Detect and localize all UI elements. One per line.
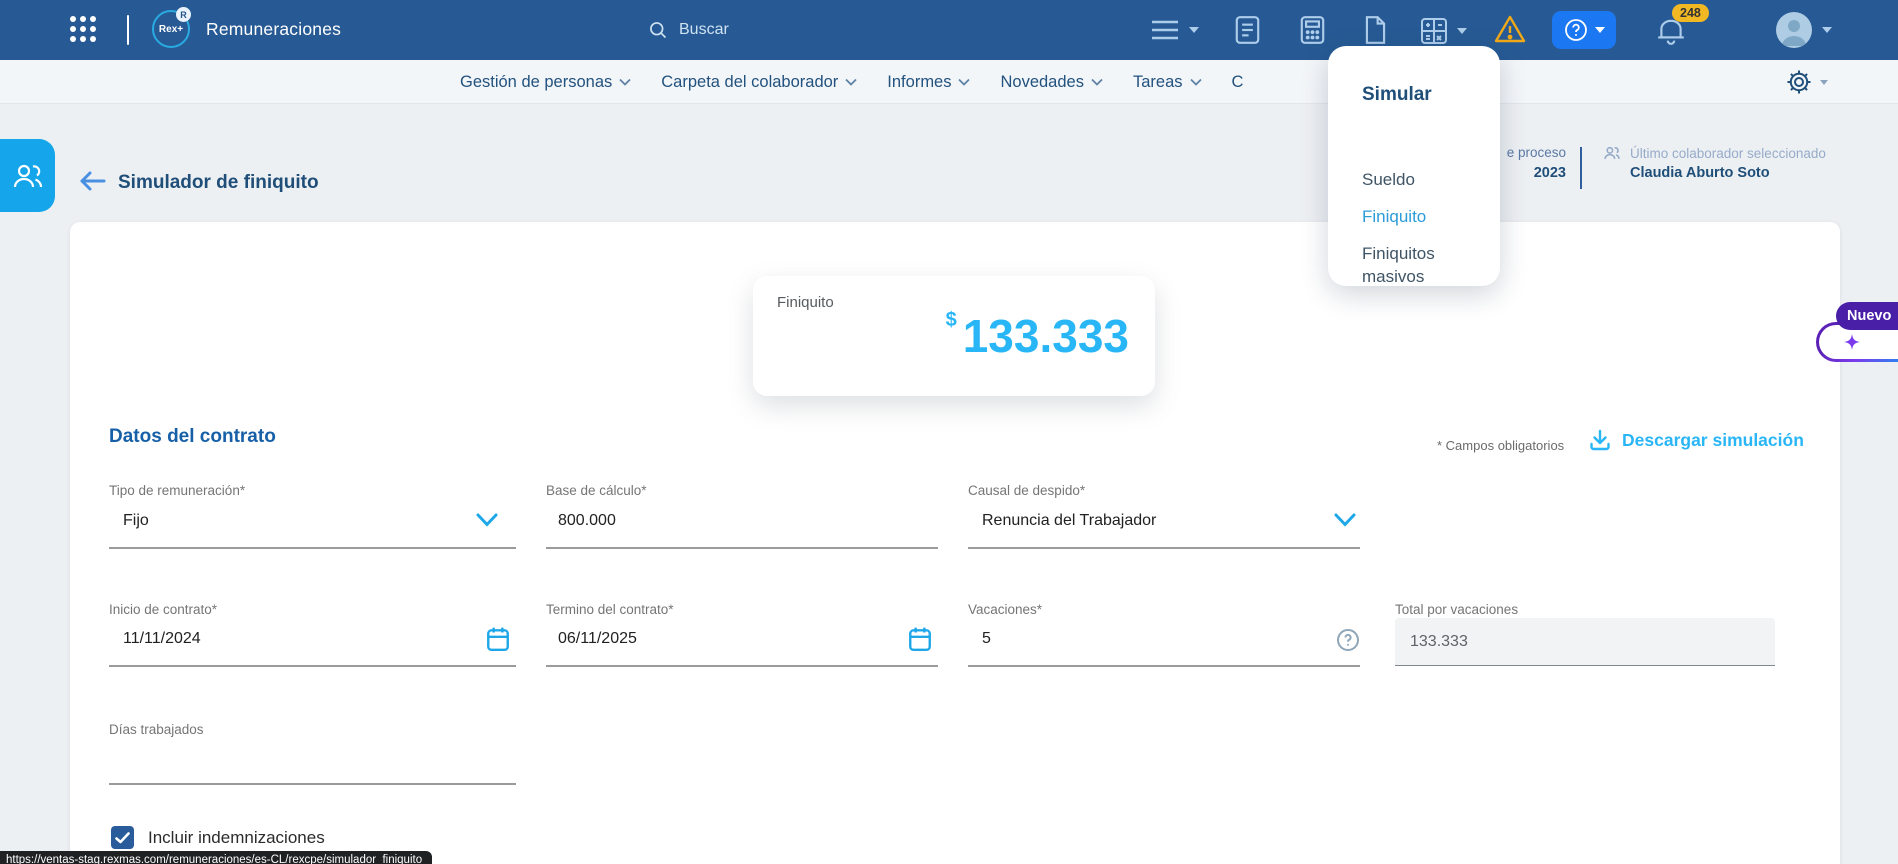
- tipo-remuneracion-select[interactable]: [123, 512, 453, 530]
- dias-trabajados-input[interactable]: [123, 748, 503, 766]
- chevron-down-icon: [1595, 27, 1605, 33]
- inicio-contrato-input[interactable]: [123, 630, 453, 648]
- total-vacaciones-label: Total por vacaciones: [1395, 602, 1518, 617]
- logo-text: Rex+: [159, 24, 183, 35]
- field-underline: [968, 665, 1360, 667]
- notification-count-badge: 248: [1672, 4, 1709, 22]
- vacaciones-label: Vacaciones*: [968, 602, 1042, 617]
- calculator-icon[interactable]: [1299, 15, 1326, 50]
- menu-item-finiquito[interactable]: Finiquito: [1362, 205, 1482, 228]
- field-underline: [109, 665, 516, 667]
- chevron-down-icon[interactable]: [476, 513, 498, 532]
- arrow-left-icon: [78, 170, 106, 192]
- dias-trabajados-label: Días trabajados: [109, 722, 204, 737]
- chevron-down-icon: [1820, 80, 1828, 85]
- chevron-down-icon: [1190, 78, 1202, 86]
- app-window: Rex+ R Remuneraciones Buscar: [0, 0, 1898, 864]
- base-calculo-label: Base de cálculo*: [546, 483, 647, 498]
- people-icon: [1602, 145, 1622, 161]
- chevron-down-icon: [958, 78, 970, 86]
- menu-lines-icon[interactable]: [1150, 17, 1199, 43]
- apps-grid-icon[interactable]: [70, 16, 97, 43]
- field-underline: [546, 665, 938, 667]
- summary-label: Finiquito: [777, 294, 834, 311]
- nav-item-carpeta-del-colaborador[interactable]: Carpeta del colaborador: [661, 73, 857, 92]
- termino-contrato-input[interactable]: [558, 630, 888, 648]
- field-underline: [109, 547, 516, 549]
- simular-dropdown-menu: Simular Sueldo Finiquito Finiquitos masi…: [1328, 46, 1500, 286]
- field-underline: [546, 547, 938, 549]
- dropdown-title: Simular: [1362, 84, 1432, 106]
- app-title: Remuneraciones: [206, 19, 341, 40]
- nav-item-calculos[interactable]: C: [1232, 73, 1244, 92]
- base-calculo-input[interactable]: [558, 512, 918, 530]
- download-label: Descargar simulación: [1622, 430, 1804, 451]
- status-url-tooltip: https://ventas-stag.rexmas.com/remunerac…: [0, 851, 432, 864]
- rex-logo[interactable]: Rex+ R: [152, 10, 190, 48]
- topbar-divider: [127, 15, 129, 45]
- search-placeholder: Buscar: [679, 21, 729, 39]
- gear-icon: [1786, 69, 1812, 95]
- field-underline: [109, 783, 516, 785]
- chevron-down-icon: [1189, 27, 1199, 33]
- file-icon[interactable]: [1363, 15, 1388, 50]
- required-fields-note: * Campos obligatorios: [1437, 438, 1564, 453]
- people-icon: [11, 161, 45, 191]
- causal-despido-label: Causal de despido*: [968, 483, 1085, 498]
- incluir-indemnizaciones-checkbox[interactable]: [111, 826, 134, 849]
- section-title: Datos del contrato: [109, 426, 276, 448]
- field-underline: [968, 547, 1360, 549]
- module-nav-bar: Gestión de personas Carpeta del colabora…: [0, 60, 1898, 104]
- top-bar: Rex+ R Remuneraciones Buscar: [0, 0, 1898, 60]
- search-input[interactable]: Buscar: [648, 0, 729, 60]
- tipo-remuneracion-label: Tipo de remuneración*: [109, 483, 245, 498]
- spreadsheet-calc-icon[interactable]: [1420, 17, 1467, 45]
- collaborators-side-tab[interactable]: [0, 139, 55, 212]
- page-title: Simulador de finiquito: [118, 172, 319, 194]
- summary-amount: $133.333: [946, 310, 1129, 359]
- calendar-icon[interactable]: [486, 626, 510, 657]
- download-icon: [1588, 428, 1612, 452]
- termino-contrato-label: Termino del contrato*: [546, 602, 674, 617]
- chevron-down-icon[interactable]: [1334, 513, 1356, 532]
- vacaciones-input[interactable]: [982, 630, 1302, 648]
- document-icon[interactable]: [1234, 15, 1261, 50]
- incluir-indemnizaciones-label: Incluir indemnizaciones: [148, 828, 325, 848]
- currency-symbol: $: [946, 309, 957, 331]
- chevron-down-icon: [1091, 78, 1103, 86]
- nav-item-tareas[interactable]: Tareas: [1133, 73, 1202, 92]
- help-circle-icon[interactable]: [1336, 628, 1360, 657]
- avatar-icon[interactable]: [1776, 12, 1812, 48]
- help-icon: [1564, 18, 1588, 42]
- warning-icon[interactable]: [1494, 14, 1526, 49]
- search-icon: [648, 20, 668, 40]
- nuevo-badge: Nuevo: [1836, 302, 1898, 330]
- check-icon: [115, 832, 130, 844]
- causal-despido-select[interactable]: [982, 512, 1302, 530]
- download-simulation-button[interactable]: Descargar simulación: [1588, 428, 1804, 452]
- last-collaborator-name: Claudia Aburto Soto: [1630, 165, 1826, 181]
- logo-registered-badge: R: [176, 7, 191, 22]
- chevron-down-icon[interactable]: [1822, 27, 1832, 33]
- calendar-icon[interactable]: [908, 626, 932, 657]
- help-button[interactable]: [1552, 11, 1616, 49]
- nav-item-gestion-de-personas[interactable]: Gestión de personas: [460, 73, 631, 92]
- inicio-contrato-label: Inicio de contrato*: [109, 602, 217, 617]
- nav-item-novedades[interactable]: Novedades: [1000, 73, 1102, 92]
- back-button[interactable]: [78, 170, 106, 197]
- header-divider: [1580, 147, 1582, 189]
- chevron-down-icon: [1457, 28, 1467, 34]
- last-collaborator-block: Último colaborador seleccionado Claudia …: [1602, 145, 1826, 181]
- chevron-down-icon: [619, 78, 631, 86]
- finiquito-summary-card: Finiquito $133.333: [753, 276, 1155, 396]
- nav-item-informes[interactable]: Informes: [887, 73, 970, 92]
- sparkle-icon: [1842, 332, 1862, 352]
- menu-item-sueldo[interactable]: Sueldo: [1362, 168, 1482, 191]
- settings-menu[interactable]: [1786, 69, 1828, 95]
- total-vacaciones-value: 133.333: [1410, 633, 1468, 651]
- chevron-down-icon: [845, 78, 857, 86]
- last-collaborator-label: Último colaborador seleccionado: [1630, 146, 1826, 161]
- menu-item-finiquitos-masivos[interactable]: Finiquitos masivos: [1362, 242, 1482, 288]
